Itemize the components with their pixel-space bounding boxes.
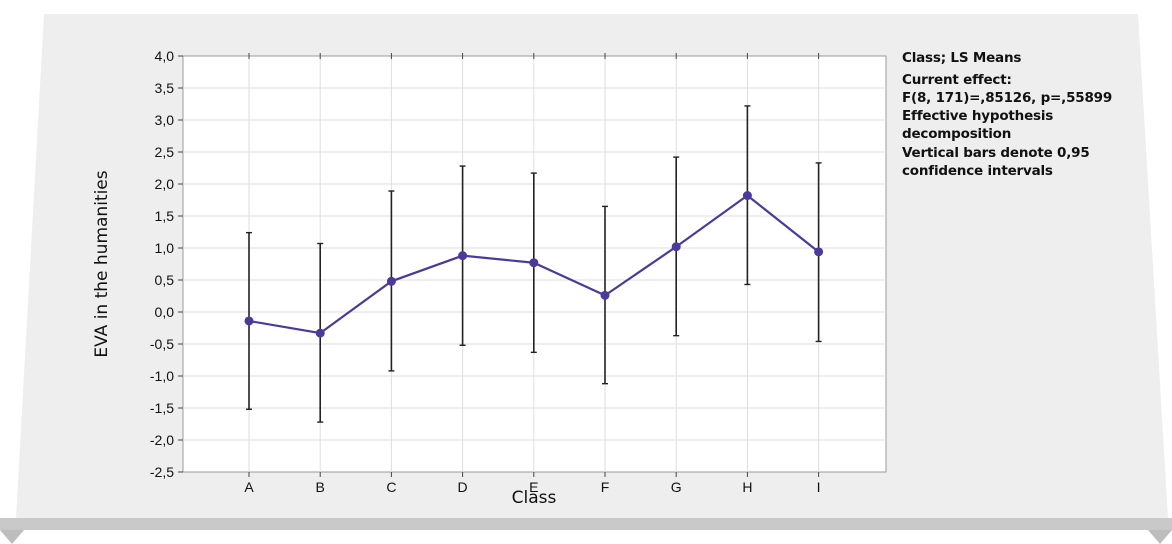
annotation-hypothesis: Effective hypothesis: [902, 108, 1054, 124]
data-point: [600, 290, 610, 300]
x-axis: A B C D E F G H I: [244, 53, 821, 495]
y-tick-label: -1,5: [150, 400, 174, 416]
y-tick-label: 0,5: [155, 272, 175, 288]
y-axis: 4,0 3,5 3,0 2,5 2,0 1,5 1,0 0,5 0,0 -0,5 -1,0 -1,5 -…: [150, 48, 183, 480]
y-tick-label: -2,5: [150, 464, 174, 480]
y-tick-label: 1,5: [155, 208, 175, 224]
data-point: [529, 258, 539, 268]
y-tick-label: 3,5: [155, 80, 175, 96]
y-tick-label: 4,0: [155, 48, 175, 64]
bottom-rail-right-edge: [1148, 530, 1172, 544]
x-tick-label: B: [316, 479, 325, 495]
x-tick-label: I: [817, 479, 821, 495]
y-tick-label: -2,0: [150, 432, 174, 448]
y-tick-label: 3,0: [155, 112, 175, 128]
x-tick-label: F: [601, 479, 610, 495]
y-tick-label: 2,0: [155, 176, 175, 192]
y-tick-label: -1,0: [150, 368, 174, 384]
annotation-current-effect: Current effect:: [902, 72, 1012, 88]
x-tick-label: A: [244, 479, 254, 495]
data-point: [386, 276, 396, 286]
annotation-decomposition: decomposition: [902, 126, 1012, 142]
bottom-rail: [0, 518, 1172, 530]
bottom-rail-left-edge: [0, 530, 24, 544]
x-tick-label: C: [386, 479, 396, 495]
data-point: [315, 328, 325, 338]
data-point: [458, 251, 468, 261]
annotation-title: Class; LS Means: [902, 50, 1022, 66]
x-tick-label: G: [671, 479, 682, 495]
x-axis-label: Class: [512, 488, 557, 508]
series: [244, 191, 824, 338]
y-tick-label: -0,5: [150, 336, 174, 352]
annotation-vertical-bars: Vertical bars denote 0,95: [902, 145, 1090, 161]
data-point: [814, 247, 824, 257]
y-tick-label: 2,5: [155, 144, 175, 160]
annotation-f-statistic: F(8, 171)=,85126, p=,55899: [902, 90, 1113, 106]
x-tick-label: D: [458, 479, 468, 495]
annotation-confidence: confidence intervals: [902, 163, 1053, 179]
x-tick-label: E: [529, 479, 538, 495]
x-tick-label: H: [742, 479, 752, 495]
data-point: [244, 316, 254, 326]
y-axis-label: EVA in the humanities: [92, 170, 112, 357]
y-tick-label: 0,0: [155, 304, 175, 320]
y-tick-label: 1,0: [155, 240, 175, 256]
data-point: [671, 242, 681, 252]
data-point: [742, 191, 752, 201]
